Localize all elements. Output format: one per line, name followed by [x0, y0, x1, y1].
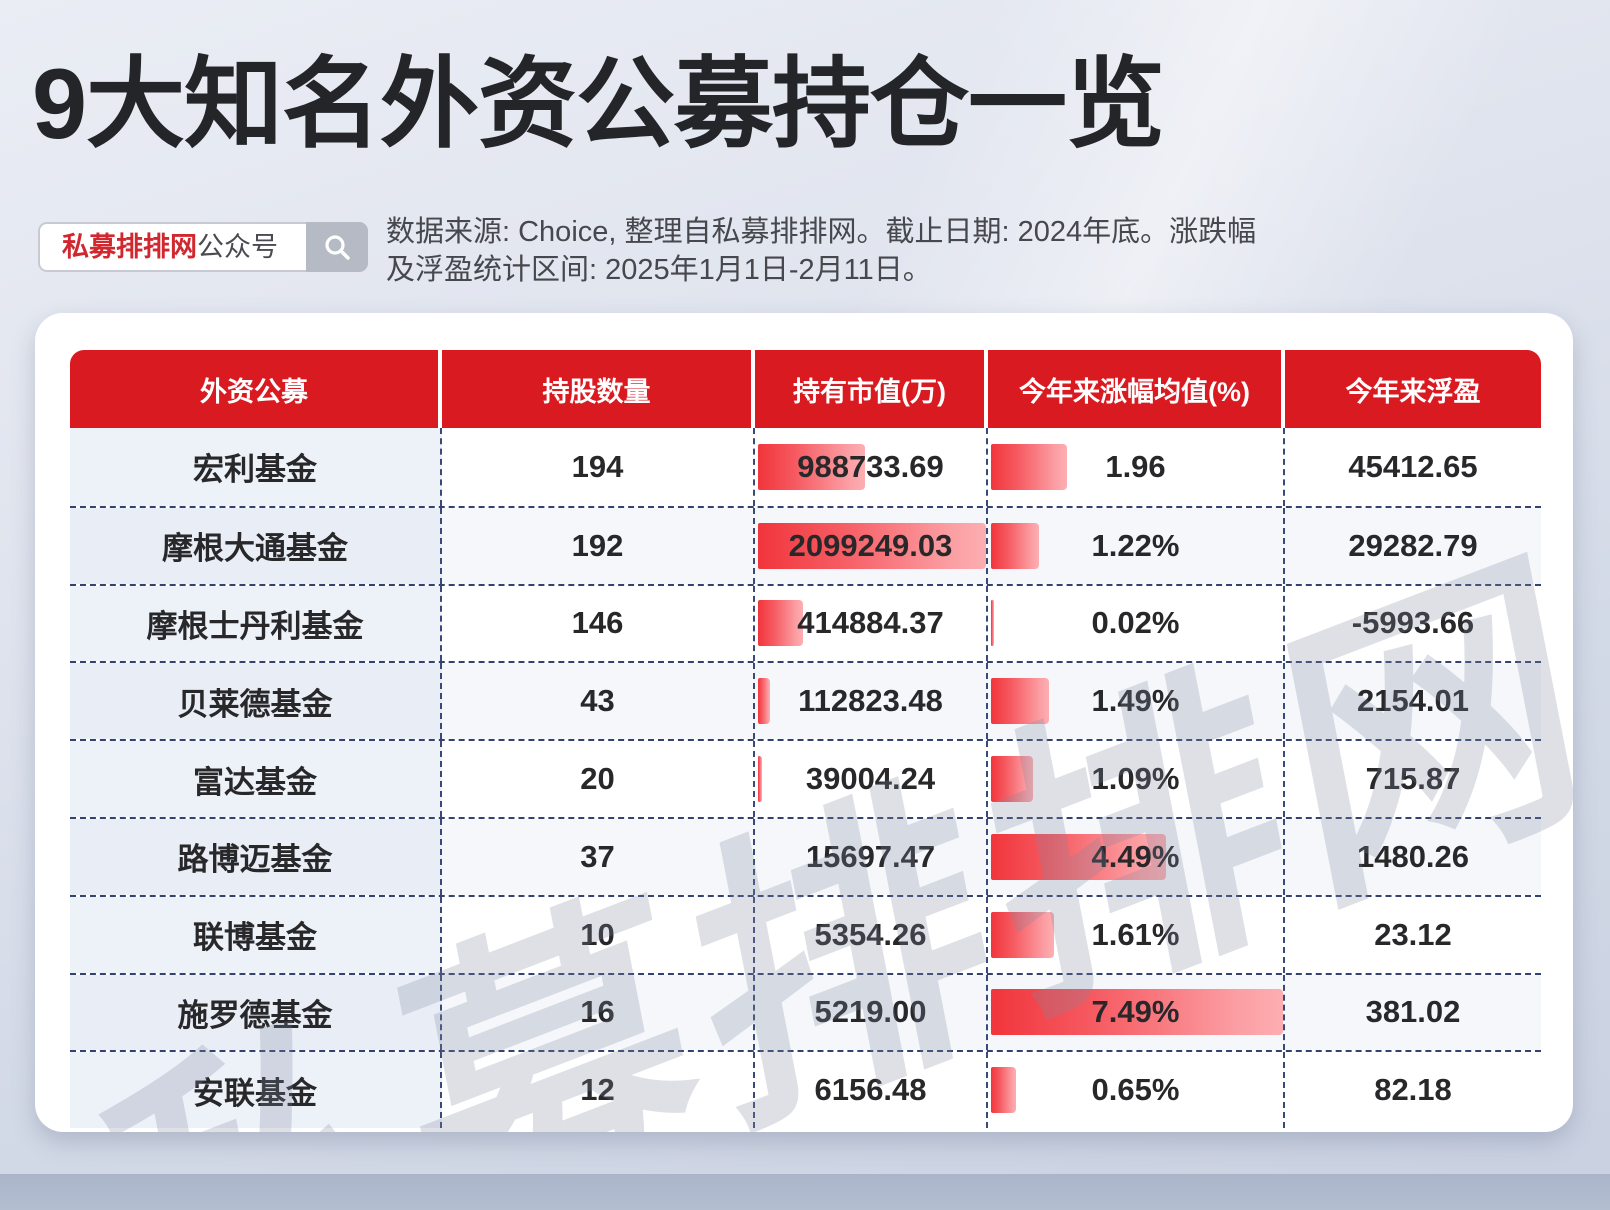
ytd-change-bar: [991, 1067, 1016, 1114]
header-fund-name: 外资公募: [70, 350, 442, 428]
ytd-change-bar: [991, 989, 1283, 1036]
ytd-profit-cell: 29282.79: [1285, 507, 1541, 584]
brand-search-text: 私募排排网公众号: [62, 224, 278, 270]
ytd-profit-cell: 1480.26: [1285, 818, 1541, 895]
market-value-cell: 15697.47: [755, 818, 988, 895]
ytd-change-cell: 0.65%: [988, 1052, 1285, 1129]
ytd-profit-cell: 82.18: [1285, 1052, 1541, 1129]
search-button[interactable]: [306, 222, 368, 272]
ytd-change-cell: 1.22%: [988, 507, 1285, 584]
holdings-count-cell: 194: [442, 428, 755, 506]
ytd-change-bar: [991, 522, 1039, 569]
holdings-count-cell: 146: [442, 585, 755, 662]
fund-name-cell: 摩根大通基金: [70, 507, 442, 584]
holdings-count-cell: 43: [442, 663, 755, 740]
ytd-change-cell: 0.02%: [988, 585, 1285, 662]
market-value-bar: [758, 522, 986, 569]
header-market-value: 持有市值(万): [755, 350, 988, 428]
fund-table: 外资公募 持股数量 持有市值(万) 今年来涨幅均值(%) 今年来浮盈 宏利基金 …: [70, 350, 1541, 1129]
ytd-change-cell: 4.49%: [988, 818, 1285, 895]
ytd-change-bar: [991, 600, 994, 647]
ytd-change-bar: [991, 911, 1054, 958]
ytd-change-cell: 1.09%: [988, 741, 1285, 817]
ytd-change-bar: [991, 833, 1166, 880]
table-body: 宏利基金 194 988733.69 1.96 45412.65 摩根大通基金 …: [70, 428, 1541, 1129]
holdings-count-cell: 16: [442, 974, 755, 1051]
market-value-cell: 6156.48: [755, 1052, 988, 1129]
holdings-count-cell: 20: [442, 741, 755, 817]
bottom-band: [0, 1174, 1610, 1210]
brand-suffix: 公众号: [197, 232, 278, 262]
fund-name-cell: 安联基金: [70, 1052, 442, 1129]
fund-name-cell: 贝莱德基金: [70, 663, 442, 740]
fund-name-cell: 路博迈基金: [70, 818, 442, 895]
ytd-change-bar: [991, 756, 1033, 803]
header-holdings-count: 持股数量: [442, 350, 755, 428]
fund-name-cell: 宏利基金: [70, 428, 442, 506]
brand-search-badge[interactable]: 私募排排网公众号: [38, 222, 368, 272]
ytd-change-cell: 1.61%: [988, 896, 1285, 973]
table-row: 摩根大通基金 192 2099249.03 1.22% 29282.79: [70, 505, 1541, 584]
holdings-count-cell: 192: [442, 507, 755, 584]
market-value-cell: 5219.00: [755, 974, 988, 1051]
table-row: 路博迈基金 37 15697.47 4.49% 1480.26: [70, 816, 1541, 895]
table-row: 宏利基金 194 988733.69 1.96 45412.65: [70, 428, 1541, 506]
fund-name-cell: 富达基金: [70, 741, 442, 817]
table-row: 摩根士丹利基金 146 414884.37 0.02% -5993.66: [70, 583, 1541, 662]
fund-name-cell: 摩根士丹利基金: [70, 585, 442, 662]
page-title: 9大知名外资公募持仓一览: [32, 48, 1165, 159]
fund-name-cell: 联博基金: [70, 896, 442, 973]
ytd-change-cell: 7.49%: [988, 974, 1285, 1051]
market-value-cell: 112823.48: [755, 663, 988, 740]
ytd-change-bar: [991, 443, 1067, 490]
search-icon: [322, 232, 352, 262]
ytd-profit-cell: 23.12: [1285, 896, 1541, 973]
ytd-change-cell: 1.49%: [988, 663, 1285, 740]
market-value-bar: [758, 678, 770, 725]
table-row: 富达基金 20 39004.24 1.09% 715.87: [70, 739, 1541, 817]
market-value-bar: [758, 756, 762, 803]
market-value-cell: 414884.37: [755, 585, 988, 662]
holdings-count-cell: 37: [442, 818, 755, 895]
market-value-cell: 39004.24: [755, 741, 988, 817]
table-card: 外资公募 持股数量 持有市值(万) 今年来涨幅均值(%) 今年来浮盈 宏利基金 …: [35, 313, 1573, 1132]
market-value-cell: 5354.26: [755, 896, 988, 973]
ytd-profit-cell: 45412.65: [1285, 428, 1541, 506]
data-source-note: 数据来源: Choice, 整理自私募排排网。截止日期: 2024年底。涨跌幅及…: [386, 216, 1257, 286]
ytd-profit-cell: 2154.01: [1285, 663, 1541, 740]
fund-name-cell: 施罗德基金: [70, 974, 442, 1051]
brand-name: 私募排排网: [62, 232, 197, 262]
ytd-profit-cell: 381.02: [1285, 974, 1541, 1051]
market-value-bar: [758, 600, 803, 647]
ytd-profit-cell: -5993.66: [1285, 585, 1541, 662]
market-value-cell: 2099249.03: [755, 507, 988, 584]
holdings-count-cell: 12: [442, 1052, 755, 1129]
table-row: 贝莱德基金 43 112823.48 1.49% 2154.01: [70, 661, 1541, 740]
header-ytd-change: 今年来涨幅均值(%): [988, 350, 1285, 428]
market-value-cell: 988733.69: [755, 428, 988, 506]
ytd-change-bar: [991, 678, 1049, 725]
ytd-change-cell: 1.96: [988, 428, 1285, 506]
table-row: 联博基金 10 5354.26 1.61% 23.12: [70, 894, 1541, 973]
ytd-profit-cell: 715.87: [1285, 741, 1541, 817]
holdings-count-cell: 10: [442, 896, 755, 973]
market-value-bar: [758, 443, 865, 490]
header-ytd-profit: 今年来浮盈: [1285, 350, 1541, 428]
table-row: 施罗德基金 16 5219.00 7.49% 381.02: [70, 972, 1541, 1051]
table-row: 安联基金 12 6156.48 0.65% 82.18: [70, 1050, 1541, 1129]
table-header-row: 外资公募 持股数量 持有市值(万) 今年来涨幅均值(%) 今年来浮盈: [70, 350, 1541, 428]
